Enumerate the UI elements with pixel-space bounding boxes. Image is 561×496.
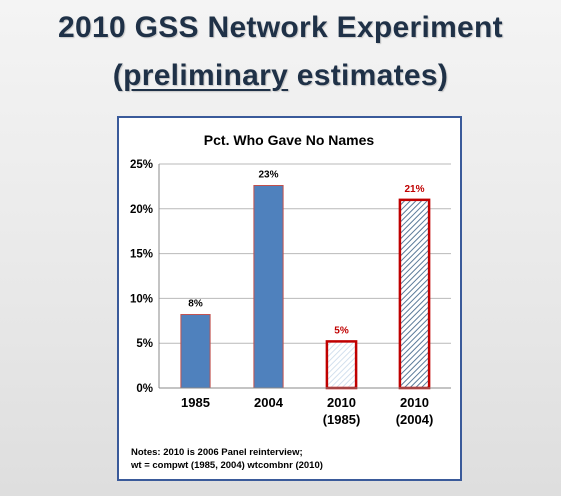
bar-3 [398, 198, 431, 390]
data-label-2: 5% [334, 325, 349, 336]
y-tick-label-25: 25% [130, 159, 153, 171]
title-rest: estimates) [288, 59, 449, 92]
y-tick-label-15: 15% [130, 249, 153, 261]
slide-title-line1: 2010 GSS Network Experiment [58, 11, 503, 44]
x-tick-label-0-0: 1985 [181, 395, 210, 410]
slide-title-line2: (preliminary estimates) [0, 56, 561, 96]
x-tick-label-3-1: (2004) [396, 412, 434, 427]
title-underlined-word: preliminary [123, 59, 289, 92]
x-tick-label-2-0: 2010 [327, 395, 356, 410]
bar-chart: Pct. Who Gave No Names 0% 5% 10% 15% 20% 25% 8… [130, 132, 451, 427]
bar-1 [253, 185, 284, 389]
title-open-paren: ( [112, 59, 124, 92]
bar-2 [325, 340, 358, 390]
data-label-1: 23% [258, 170, 278, 181]
y-tick-label-20: 20% [130, 204, 153, 216]
note-line-2: wt = compwt (1985, 2004) wtcombnr (2010) [131, 460, 323, 471]
data-label-3: 21% [404, 184, 424, 195]
y-tick-label-10: 10% [130, 293, 153, 305]
y-tick-label-0: 0% [136, 383, 153, 395]
chart-notes: Notes: 2010 is 2006 Panel reinterview; w… [131, 446, 456, 472]
x-tick-label-2-1: (1985) [323, 412, 361, 427]
x-tick-label-1-0: 2004 [254, 395, 284, 410]
x-tick-label-3-0: 2010 [400, 395, 429, 410]
chart-container: Pct. Who Gave No Names 0% 5% 10% 15% 20% 25% 8… [117, 116, 462, 481]
bar-0 [180, 314, 211, 389]
note-line-1: Notes: 2010 is 2006 Panel reinterview; [131, 447, 303, 458]
chart-title: Pct. Who Gave No Names [204, 132, 375, 148]
data-label-0: 8% [188, 299, 203, 310]
y-tick-label-5: 5% [136, 338, 153, 350]
